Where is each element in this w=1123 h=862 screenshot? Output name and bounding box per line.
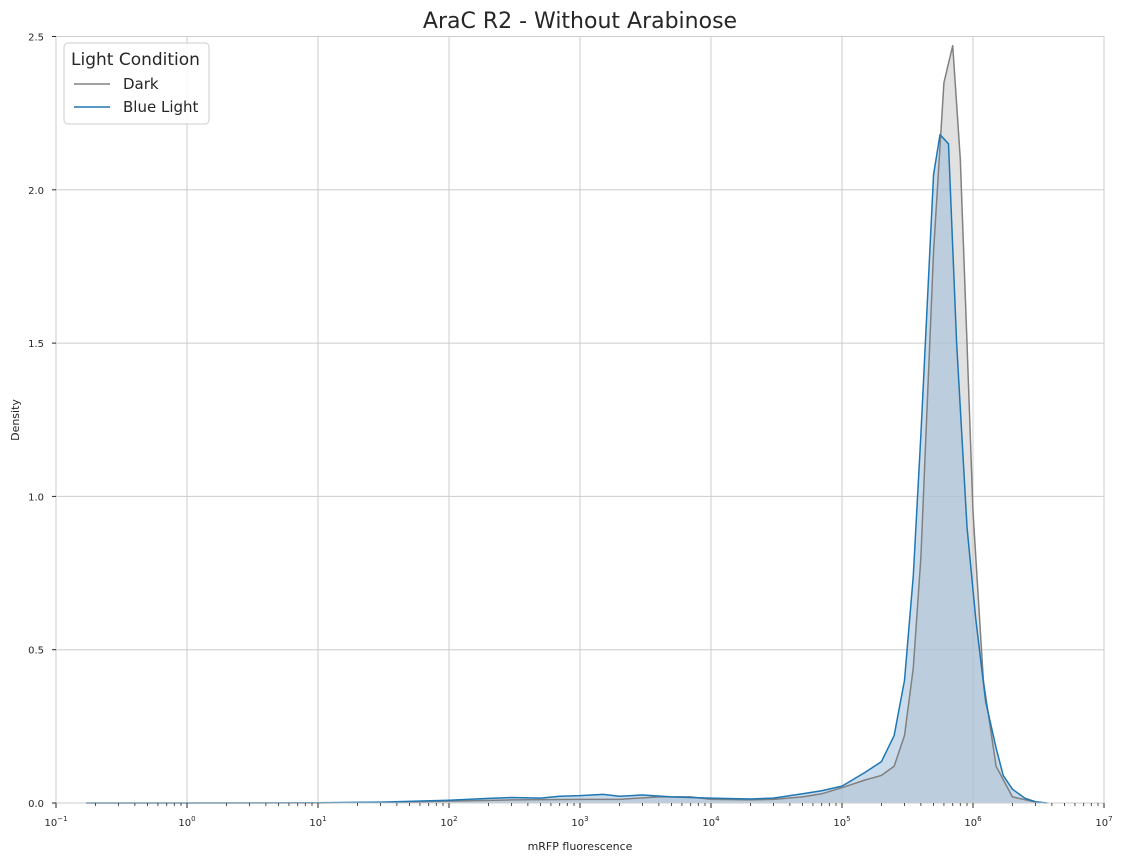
line-dark <box>86 44 1046 804</box>
chart-title: AraC R2 - Without Arabinose <box>423 9 737 34</box>
y-tick-label: 0.5 <box>28 646 44 657</box>
legend: Light Condition Dark Blue Light <box>63 42 210 125</box>
y-tick-label: 1.0 <box>28 492 44 503</box>
y-axis-label: Density <box>9 399 22 441</box>
legend-title: Light Condition <box>71 50 200 70</box>
y-tick-label: 1.5 <box>28 339 44 350</box>
x-axis-label: mRFP fluorescence <box>528 840 633 853</box>
legend-label-blue-light: Blue Light <box>123 98 199 116</box>
series-areas <box>86 45 1048 804</box>
series-lines <box>86 44 1048 804</box>
line-blue-light <box>86 133 1048 804</box>
y-tick-label: 2.0 <box>28 186 44 197</box>
y-tick-label: 2.5 <box>28 33 44 44</box>
area-blue-light <box>86 134 1048 804</box>
y-axis-ticks: 0.0 0.5 1.0 1.5 2.0 2.5 <box>28 33 56 810</box>
legend-box <box>63 42 210 125</box>
y-tick-label: 0.0 <box>28 799 44 810</box>
legend-label-dark: Dark <box>123 75 159 93</box>
